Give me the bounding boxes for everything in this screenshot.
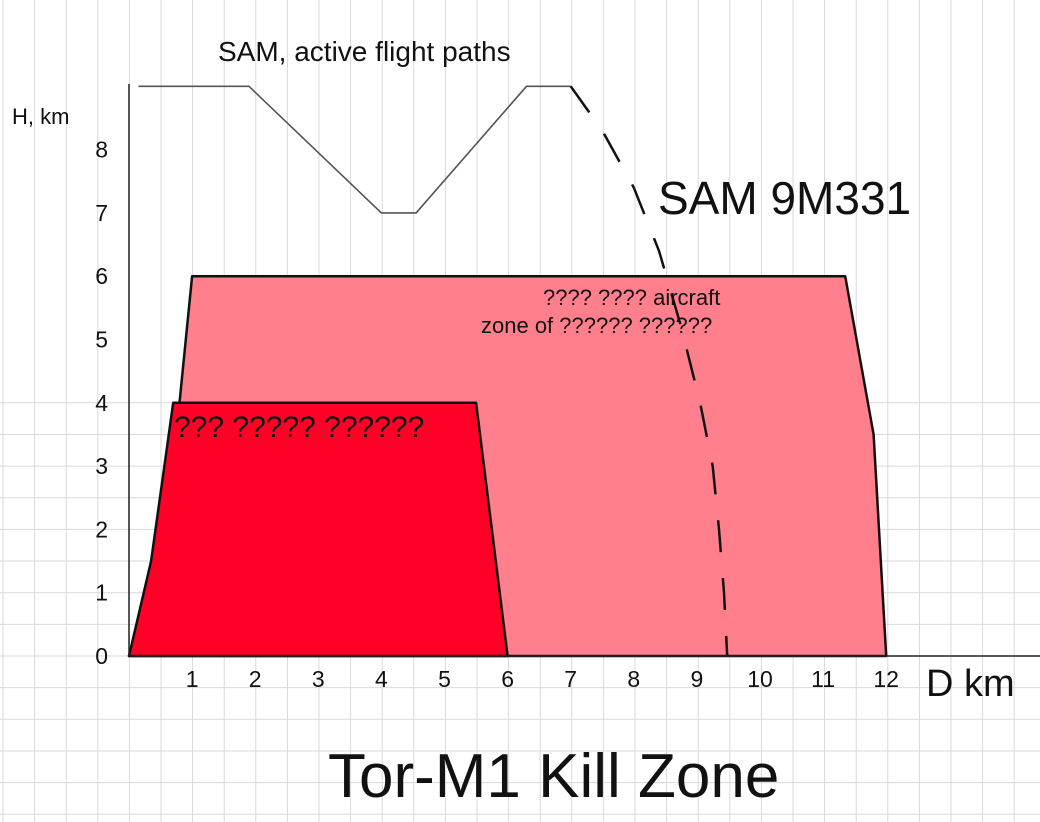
- outer-zone-label-line2: zone of ?????? ??????: [481, 313, 712, 338]
- x-tick-label: 10: [747, 666, 773, 692]
- y-tick-label: 5: [95, 327, 108, 353]
- x-tick-label: 11: [811, 666, 835, 692]
- y-tick-label: 3: [95, 453, 108, 479]
- y-tick-label: 2: [95, 516, 108, 542]
- x-tick-label: 1: [186, 666, 199, 692]
- y-tick-label: 6: [95, 263, 108, 289]
- zones: [127, 274, 888, 658]
- x-tick-label: 9: [691, 666, 704, 692]
- y-tick-label: 1: [95, 580, 108, 606]
- x-tick-label: 3: [312, 666, 325, 692]
- missile-trajectory-line: [569, 85, 729, 657]
- trajectories: [138, 85, 729, 657]
- y-tick-label: 7: [95, 200, 108, 226]
- active-flight-path-line: [138, 85, 571, 214]
- x-axis-label: D km: [926, 663, 1015, 705]
- x-tick-label: 2: [249, 666, 262, 692]
- inner-zone-label: ??? ????? ??????: [174, 411, 424, 444]
- outer-zone-label-line1: ???? ???? aircraft: [543, 285, 720, 310]
- x-tick-label: 7: [564, 666, 577, 692]
- flight-paths-label: SAM, active flight paths: [218, 36, 511, 67]
- y-axis-label: H, km: [12, 104, 69, 129]
- chart-title: Tor-M1 Kill Zone: [328, 742, 779, 811]
- x-tick-label: 4: [375, 666, 388, 692]
- y-tick-label: 0: [95, 643, 108, 669]
- x-tick-label: 12: [873, 666, 899, 692]
- y-tick-label: 8: [95, 137, 108, 163]
- missile-label: SAM 9M331: [658, 172, 911, 224]
- x-tick-label: 5: [438, 666, 451, 692]
- y-tick-label: 4: [95, 390, 108, 416]
- labels: SAM, active flight paths SAM 9M331 H, km…: [12, 36, 1015, 811]
- x-tick-label: 8: [627, 666, 640, 692]
- x-tick-label: 6: [501, 666, 514, 692]
